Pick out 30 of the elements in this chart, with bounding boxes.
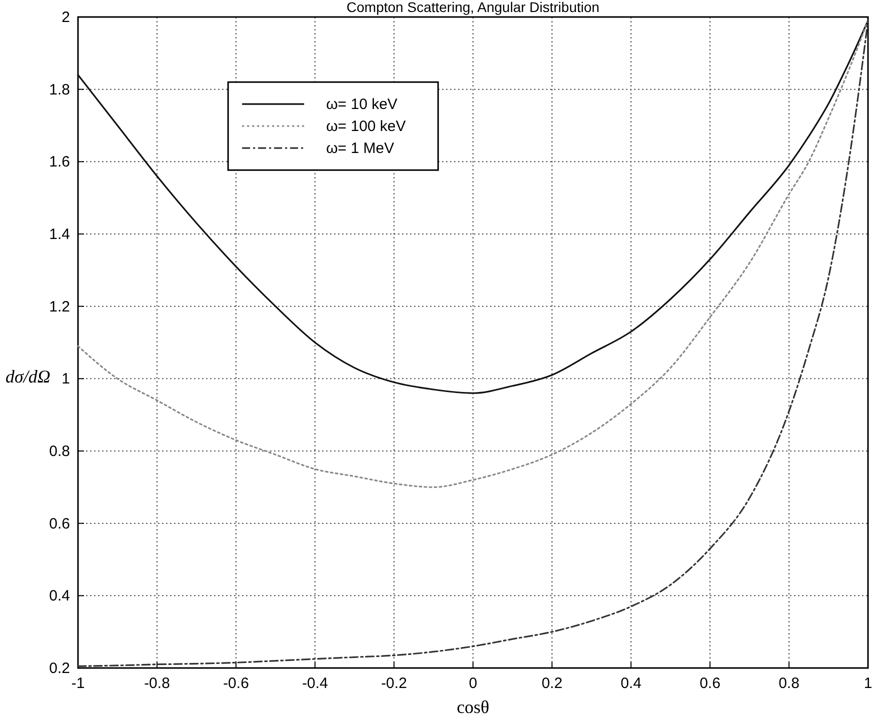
legend-label: ω= 1 MeV	[326, 140, 394, 158]
x-tick-label: -0.8	[144, 675, 170, 692]
line-series	[77, 20, 869, 488]
x-tick-label: -0.4	[302, 675, 328, 692]
legend-label: ω= 10 keV	[326, 96, 398, 114]
x-tick-label: 0.4	[620, 675, 642, 692]
line-series	[77, 20, 869, 667]
y-tick-label: 2	[62, 9, 70, 26]
y-axis-title: dσ/dΩ	[6, 366, 50, 387]
y-tick-label: 1.8	[49, 81, 70, 98]
x-tick-label: 0.8	[778, 675, 800, 692]
x-tick-label: -1	[71, 675, 85, 692]
y-tick-label: 1.6	[49, 154, 70, 171]
y-tick-label: 0.6	[49, 515, 70, 532]
x-tick-label: 0	[468, 675, 478, 692]
x-axis-title: cosθ	[456, 697, 490, 715]
x-tick-label: -0.6	[223, 675, 249, 692]
legend-label: ω= 100 keV	[326, 118, 406, 136]
x-tick-label: 0.2	[542, 675, 562, 692]
y-tick-label: 0.2	[49, 660, 70, 677]
y-tick-label: 1.2	[49, 298, 70, 316]
x-tick-label: 1	[864, 675, 872, 692]
y-tick-label: 0.8	[49, 443, 70, 460]
y-tick-label: 1.4	[49, 226, 70, 243]
y-tick-label: 0.4	[49, 588, 70, 605]
line-series	[77, 20, 869, 394]
x-tick-label: 0.6	[700, 675, 720, 692]
chart-title: Compton Scattering, Angular Distribution	[346, 0, 600, 15]
y-tick-label: 1	[62, 370, 70, 388]
x-tick-label: -0.2	[381, 675, 407, 692]
